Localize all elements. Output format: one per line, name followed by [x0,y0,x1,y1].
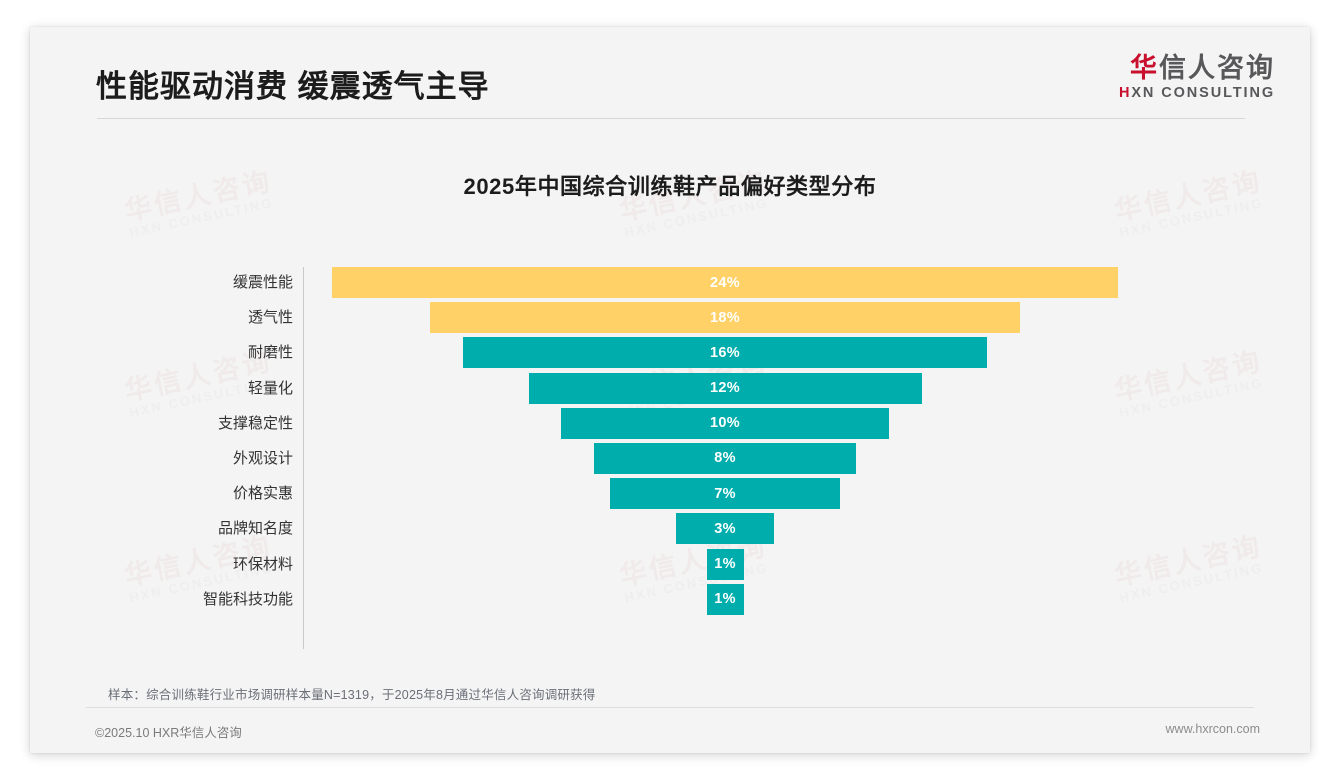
company-logo: 华信人咨询 HXN CONSULTING [1119,53,1275,101]
bar-value-label: 1% [714,556,736,572]
bar[interactable]: 16% [463,337,987,369]
bar[interactable]: 12% [528,372,922,404]
chart-row: 价格实惠 7% [30,476,1310,511]
chart-row: 智能科技功能 1% [30,582,1310,617]
bar-value-label: 18% [710,309,740,326]
bar[interactable]: 3% [675,513,775,545]
category-label: 智能科技功能 [202,590,293,608]
chart-row: 外观设计 8% [30,441,1310,476]
copyright-text: ©2025.10 HXR华信人咨询 [95,726,242,740]
bar[interactable]: 7% [610,478,840,510]
bar-value-label: 12% [710,380,740,397]
bar-value-label: 3% [714,520,736,537]
bar-track: 1% [304,582,1204,617]
bar[interactable]: 8% [594,442,856,474]
funnel-bar-chart: 缓震性能 24% 透气性 18% 耐磨性 16% 轻量化 12% 支撑稳定性 10% 外观设计 8% 价… [30,265,1310,657]
chart-title: 2025年中国综合训练鞋产品偏好类型分布 [463,174,877,199]
bar[interactable]: 1% [706,548,744,580]
watermark-english: HXN CONSULTING [623,195,770,241]
chart-row: 品牌知名度 3% [30,511,1310,546]
bar[interactable]: 10% [561,407,889,439]
bar-track: 24% [304,265,1204,300]
bar[interactable]: 18% [430,302,1020,334]
bar-value-label: 10% [710,415,740,432]
category-label: 轻量化 [247,379,293,397]
logo-en-red: H [1118,85,1132,102]
chart-row: 轻量化 12% [30,371,1310,406]
bar-track: 18% [304,300,1204,335]
slide-header: 性能驱动消费 缓震透气主导 华信人咨询 HXN CONSULTING [30,27,1310,119]
logo-en-rest: XN CONSULTING [1131,85,1275,102]
chart-row: 缓震性能 24% [30,265,1310,300]
chart-row: 耐磨性 16% [30,335,1310,370]
bar-track: 12% [304,371,1204,406]
watermark-english: HXN CONSULTING [128,195,275,241]
chart-axis-line [303,267,304,649]
watermark-english: HXN CONSULTING [1118,195,1265,241]
bar[interactable]: 1% [706,583,744,615]
bar-value-label: 7% [714,485,736,502]
logo-chinese-text: 华信人咨询 [1119,53,1275,83]
chart-row: 环保材料 1% [30,547,1310,582]
bar-track: 8% [304,441,1204,476]
category-label: 支撑稳定性 [217,414,293,432]
bar[interactable]: 24% [332,267,1118,298]
bar-track: 7% [304,476,1204,511]
slide-card: 华信人咨询 HXN CONSULTING 华信人咨询 HXN CONSULTING 华信… [30,27,1310,753]
category-label: 品牌知名度 [217,520,293,538]
bar-value-label: 8% [714,450,736,467]
bar-track: 1% [304,547,1204,582]
category-label: 价格实惠 [232,485,293,503]
page-title: 性能驱动消费 缓震透气主导 [96,69,490,104]
category-label: 透气性 [247,309,293,327]
bar-track: 3% [304,511,1204,546]
bar-value-label: 1% [714,591,736,608]
category-label: 环保材料 [232,555,293,573]
logo-cn-rest: 信人咨询 [1159,53,1275,83]
category-label: 缓震性能 [232,274,293,291]
bar-track: 16% [304,335,1204,370]
bar-track: 10% [304,406,1204,441]
chart-row: 透气性 18% [30,300,1310,335]
bar-value-label: 16% [710,344,740,361]
header-divider [97,118,1245,119]
logo-cn-red: 华 [1130,53,1159,83]
category-label: 耐磨性 [247,344,293,362]
chart-row: 支撑稳定性 10% [30,406,1310,441]
slide-footer: ©2025.10 HXR华信人咨询 www.hxrcon.com [30,708,1310,753]
bar-value-label: 24% [710,274,740,291]
category-label: 外观设计 [232,449,293,467]
chart-footnote: 样本：综合训练鞋行业市场调研样本量N=1319，于2025年8月通过华信人咨询调… [108,688,596,702]
website-url: www.hxrcon.com [1165,722,1260,736]
chart-rows: 缓震性能 24% 透气性 18% 耐磨性 16% 轻量化 12% 支撑稳定性 10% 外观设计 8% 价… [30,265,1310,617]
footer-divider [86,707,1254,708]
logo-english-text: HXN CONSULTING [1119,85,1275,101]
